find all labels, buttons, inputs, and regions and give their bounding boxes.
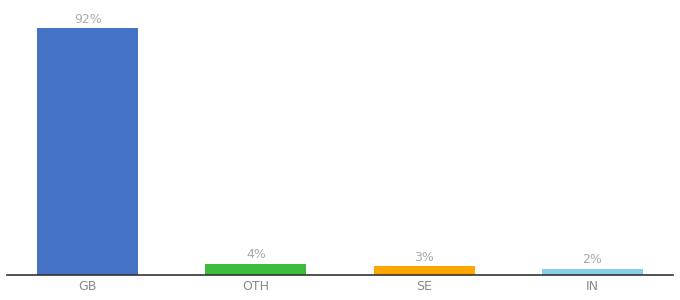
Bar xyxy=(373,266,475,274)
Bar xyxy=(542,269,643,274)
Text: 2%: 2% xyxy=(582,254,602,266)
Text: 92%: 92% xyxy=(74,13,101,26)
Text: 3%: 3% xyxy=(414,251,434,264)
Text: 4%: 4% xyxy=(246,248,266,261)
Bar xyxy=(205,264,307,274)
Bar xyxy=(37,28,138,274)
